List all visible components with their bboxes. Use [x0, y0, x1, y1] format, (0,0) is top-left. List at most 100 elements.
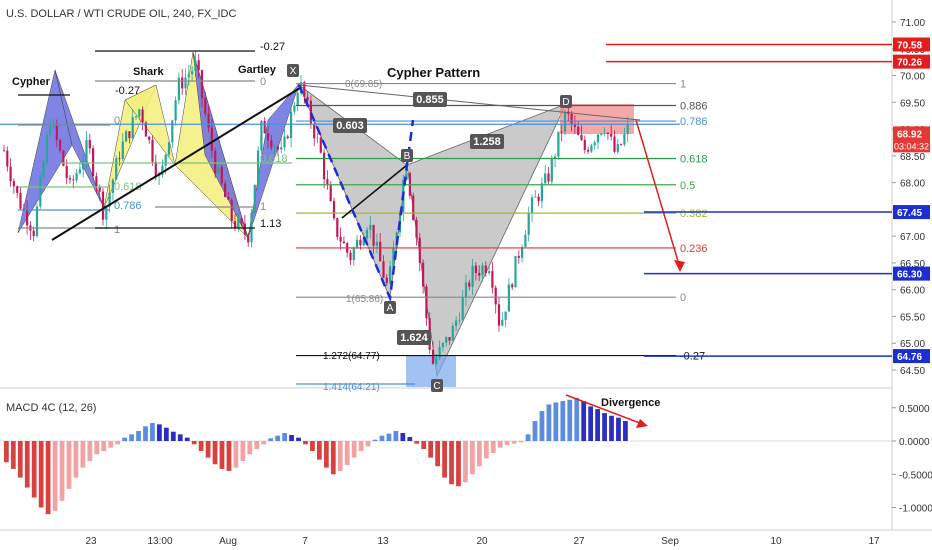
candle-body: [12, 181, 15, 187]
candle-body: [313, 123, 316, 139]
price-axis: 71.0070.5070.0069.5069.0068.5068.0067.50…: [892, 18, 932, 515]
left-fib-label: 1.13: [260, 218, 281, 230]
candle-body: [187, 74, 190, 78]
candle-body: [425, 286, 428, 319]
macd-bar: [428, 441, 434, 458]
candle-body: [98, 187, 101, 192]
candle-body: [573, 123, 576, 127]
candle-body: [382, 261, 385, 278]
ratio-label: 0.855: [416, 94, 444, 106]
price-tick-label: 64.50: [900, 366, 925, 377]
candle-body: [336, 218, 339, 237]
candle-body: [108, 193, 111, 207]
pattern-point-label: D: [562, 97, 569, 108]
macd-bar: [330, 441, 336, 475]
macd-histogram: MACD 4C (12, 26) Divergence: [0, 394, 892, 515]
candle-body: [438, 347, 441, 358]
macd-bar: [616, 417, 621, 441]
candle-body: [385, 277, 388, 284]
candle-body: [527, 213, 530, 235]
projection-arrow: [635, 119, 681, 269]
macd-bar: [609, 415, 614, 441]
candle-body: [435, 357, 438, 364]
macd-bar: [233, 441, 239, 468]
candle-body: [332, 200, 336, 219]
macd-bar: [581, 401, 587, 441]
macd-bar: [289, 435, 294, 441]
candle-body: [220, 166, 223, 184]
price-tick-label: 68.00: [900, 179, 925, 190]
candle-body: [517, 256, 520, 258]
candle-body: [92, 148, 95, 177]
fib-level-label: 0: [680, 292, 686, 304]
pattern-point-badge: [560, 95, 572, 108]
last-price-countdown: 03:04:32: [894, 141, 929, 151]
fib-level-label: 0.618: [680, 154, 708, 166]
price-tag-bg: [893, 54, 930, 69]
time-tick-label: 17: [868, 536, 880, 547]
candle-body: [260, 121, 263, 151]
candle-body: [141, 109, 144, 123]
annotations: Cypher Shark Gartley Cypher Pattern X A B C D 0.8…: [12, 43, 892, 392]
candle-body: [49, 126, 52, 136]
candle-body: [95, 176, 98, 188]
candle-body: [455, 320, 458, 326]
candle-body: [55, 123, 58, 141]
candle-body: [478, 272, 481, 276]
candle-body: [161, 165, 164, 175]
macd-bar: [129, 434, 134, 441]
candle-body: [537, 196, 540, 201]
candle-body: [379, 241, 382, 262]
macd-bar: [317, 441, 322, 460]
macd-bar: [122, 437, 127, 441]
pattern-point-badge: [287, 64, 299, 77]
candle-body: [118, 158, 121, 160]
macd-bar: [282, 433, 287, 441]
candle-body: [342, 241, 345, 244]
candle-body: [177, 77, 180, 101]
ratio-badge: [470, 134, 504, 149]
candle-body: [623, 134, 626, 145]
candle-body: [524, 234, 527, 248]
macd-bar: [518, 441, 524, 443]
macd-bar: [38, 441, 44, 508]
macd-bar: [351, 441, 357, 458]
fib-retrace-label: 0(69.85): [345, 79, 382, 90]
macd-bar: [456, 441, 461, 487]
macd-bar: [365, 441, 371, 447]
macd-bar: [163, 427, 169, 441]
macd-bar: [101, 441, 107, 451]
candle-body: [293, 105, 296, 112]
fib-level-label: 0.886: [680, 101, 708, 113]
candle-body: [174, 100, 177, 121]
time-tick-label: 7: [302, 536, 308, 547]
candle-body: [458, 319, 461, 321]
macd-bar: [136, 431, 141, 441]
candle-body: [389, 266, 392, 284]
ratio-badge: [333, 118, 367, 133]
candle-body: [303, 82, 306, 97]
fib-retrace-label: 1.414(64.21): [323, 382, 380, 393]
fib-level-label: 0.236: [680, 243, 708, 255]
candle-body: [88, 139, 91, 149]
candle-body: [286, 136, 289, 139]
candle-body: [316, 137, 319, 139]
divergence-arrow: [565, 394, 646, 426]
candle-body: [131, 117, 134, 139]
candle-body: [557, 131, 560, 157]
candle-body: [26, 209, 29, 226]
candle-body: [534, 196, 537, 198]
macd-bar: [240, 441, 246, 461]
candle-body: [309, 100, 312, 124]
macd-bar: [191, 441, 197, 445]
macd-bar: [511, 441, 517, 444]
macd-bar: [87, 441, 93, 461]
candle-body: [616, 144, 619, 152]
candle-body: [540, 183, 543, 201]
price-tick-label: 66.50: [900, 259, 925, 270]
price-tag-label: 66.30: [897, 270, 922, 281]
macd-bar: [247, 441, 253, 455]
pattern-triangle: [54, 69, 105, 209]
candle-body: [481, 265, 484, 276]
